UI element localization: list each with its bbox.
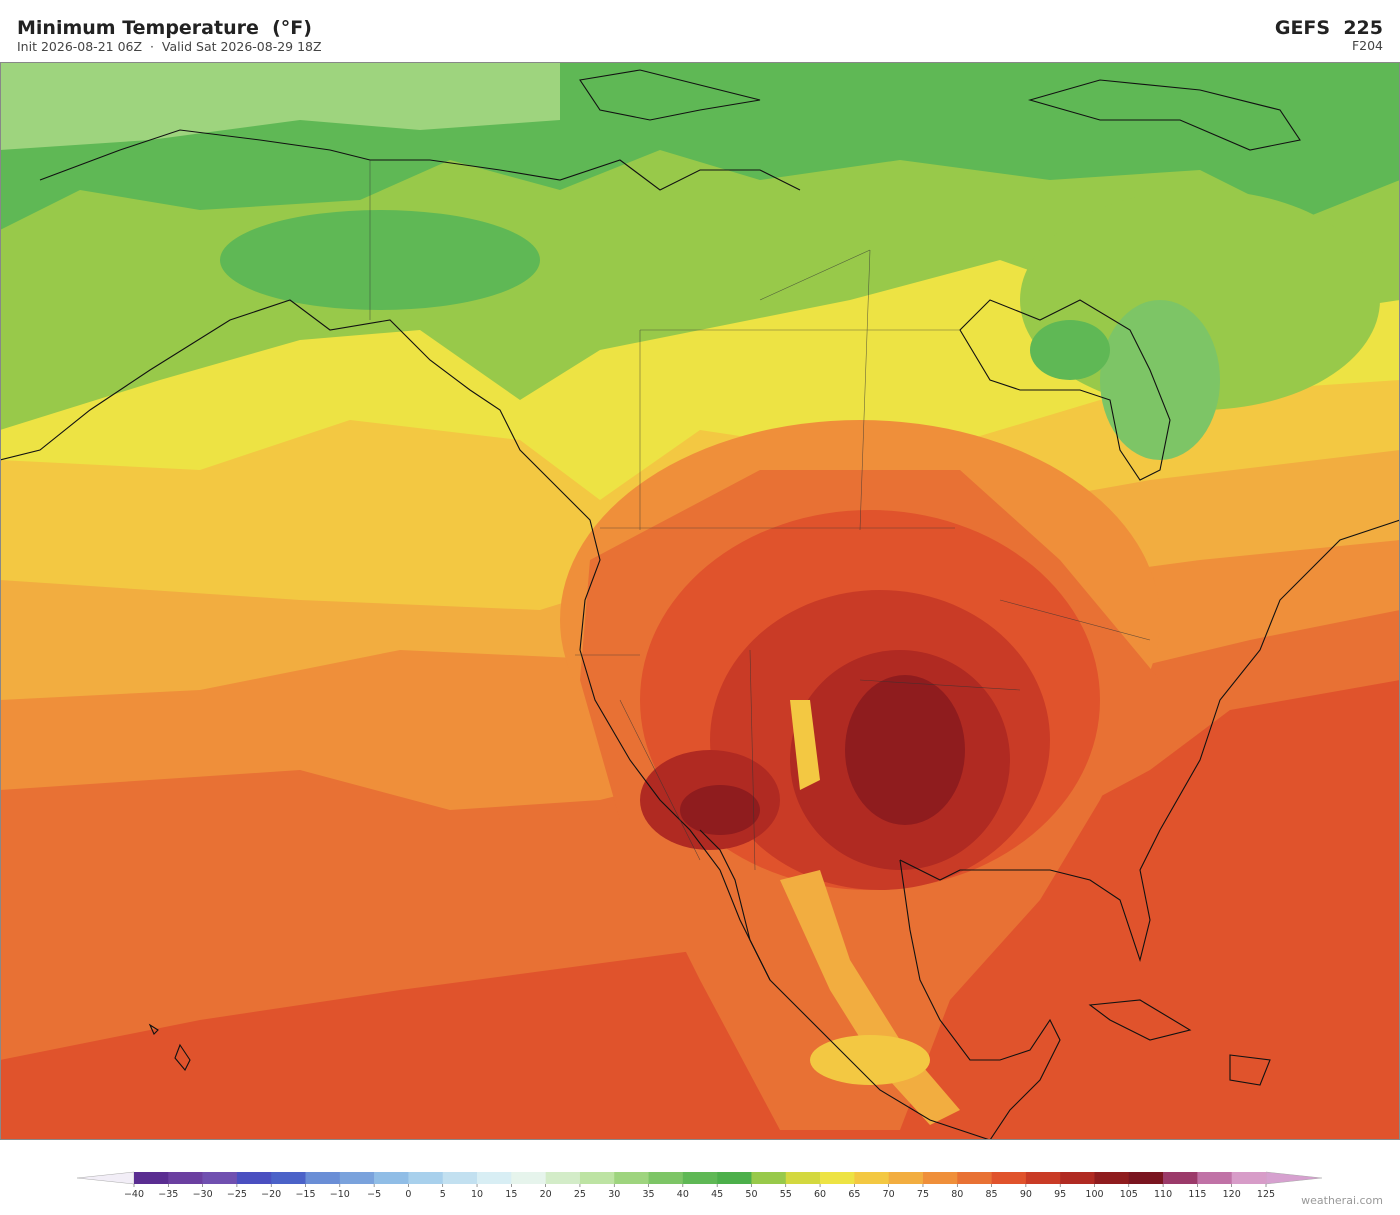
colorbar-tick-label: 40 [677,1189,689,1200]
colorbar-tick-label: 15 [505,1189,517,1200]
colorbar-tick-label: 60 [814,1189,826,1200]
colorbar-segment [305,1172,341,1184]
colorbar: −40 −35 −30 −25 −20 −15 −10 −5 0 5 10 15 20 25 30 35 40 4… [76,1171,1323,1200]
colorbar-tick-label: 80 [951,1189,963,1200]
subtitle: Init 2026-08-21 06Z · Valid Sat 2026-08-… [17,39,322,54]
colorbar-segment [477,1172,512,1184]
colorbar-segment [545,1172,581,1184]
colorbar-segment [957,1172,992,1184]
colorbar-segment [339,1172,375,1184]
colorbar-segment [442,1172,478,1184]
colorbar-tick-label: −25 [227,1189,247,1200]
credit: weatherai.com [1301,1194,1383,1207]
map [0,62,1400,1140]
colorbar-segment [1197,1172,1232,1184]
colorbar-tick-label: 25 [574,1189,586,1200]
colorbar-segment [614,1172,649,1184]
colorbar-segment [511,1172,546,1184]
title: Minimum Temperature (°F) [17,17,312,39]
colorbar-segment [922,1172,958,1184]
colorbar-segment [785,1172,821,1184]
colorbar-tick-label: 90 [1020,1189,1032,1200]
colorbar-segment [820,1172,855,1184]
colorbar-tick-label: 85 [986,1189,998,1200]
colorbar-tick-label: 120 [1223,1189,1241,1200]
colorbar-segment [888,1172,924,1184]
colorbar-tick-label: −15 [295,1189,315,1200]
colorbar-tick-label: 20 [540,1189,552,1200]
colorbar-tick-label: −30 [193,1189,213,1200]
colorbar-tick-label: 100 [1085,1189,1103,1200]
colorbar-segment [202,1172,238,1184]
colorbar-tick-label: −40 [124,1189,144,1200]
colorbar-tick-label: 45 [711,1189,723,1200]
colorbar-tick-label: 110 [1154,1189,1172,1200]
colorbar-tick-label: −35 [158,1189,178,1200]
colorbar-segment [991,1172,1027,1184]
colorbar-extend-low [76,1171,135,1185]
colorbar-segment [1128,1172,1164,1184]
colorbar-segment [168,1172,203,1184]
colorbar-tick-label: −10 [330,1189,350,1200]
colorbar-tick-label: 5 [440,1189,446,1200]
colorbar-tick-label: 10 [471,1189,483,1200]
colorbar-segment [1060,1172,1095,1184]
colorbar-tick-label: 65 [848,1189,860,1200]
colorbar-tick-label: 35 [642,1189,654,1200]
colorbar-segment [579,1172,615,1184]
colorbar-tick-label: 0 [405,1189,411,1200]
colorbar-tick-label: 75 [917,1189,929,1200]
colorbar-tick-label: −5 [367,1189,381,1200]
colorbar-tick-label: 95 [1054,1189,1066,1200]
model: GEFS 225 [1275,17,1383,39]
colorbar-segment [408,1172,444,1184]
colorbar-segment [648,1172,684,1184]
colorbar-tick-label: 50 [745,1189,757,1200]
colorbar-segment [134,1172,169,1184]
colorbar-segment [1231,1172,1267,1184]
colorbar-segment [1163,1172,1198,1184]
colorbar-segment [682,1172,718,1184]
colorbar-tick-label: 30 [608,1189,620,1200]
colorbar-tick-label: 105 [1120,1189,1138,1200]
colorbar-extend-high [1265,1171,1323,1185]
colorbar-tick-label: 115 [1188,1189,1206,1200]
colorbar-tick-label: 55 [780,1189,792,1200]
colorbar-segment [717,1172,752,1184]
colorbar-segment [854,1172,889,1184]
colorbar-segment [751,1172,787,1184]
colorbar-tick-label: −20 [261,1189,281,1200]
colorbar-tick-label: 125 [1257,1189,1275,1200]
colorbar-segment [236,1172,272,1184]
colorbar-segment [271,1172,306,1184]
colorbar-segment [374,1172,409,1184]
colorbar-segment [1025,1172,1061,1184]
colorbar-tick-label: 70 [883,1189,895,1200]
colorbar-segment [1094,1172,1130,1184]
forecast-hour: F204 [1352,38,1383,53]
